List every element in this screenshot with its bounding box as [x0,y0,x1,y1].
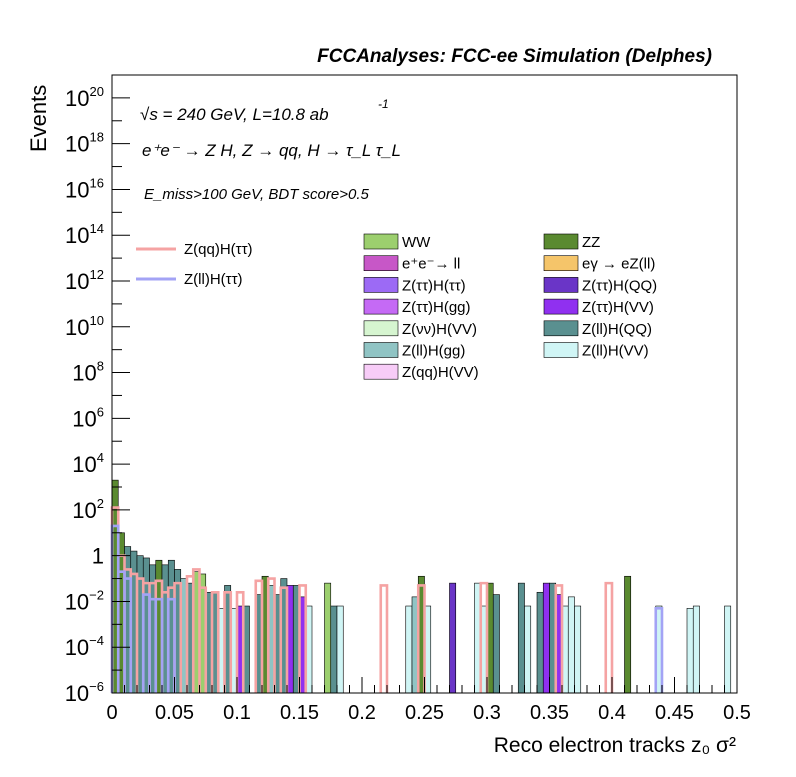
legend-swatch [363,363,399,380]
legend-label: Z(ll)H(VV) [582,343,649,360]
legend-label: Z(ll)H(gg) [402,343,465,360]
legend-label: WW [402,234,431,251]
legend-label: Z(ll)H(QQ) [582,321,652,338]
y-tick-label: 1012 [65,267,104,294]
x-tick-label: 0.2 [348,702,376,724]
legend-swatch [363,255,399,271]
histogram-bar [542,582,550,694]
x-tick-label: 0.5 [723,702,751,724]
legend-swatch [543,277,579,293]
y-tick-label: 1016 [65,175,104,202]
legend-swatch [363,233,399,250]
energy-annotation: √s = 240 GeV, L=10.8 ab [140,105,329,124]
legend-label: Z(qq)H(VV) [402,364,479,381]
cuts-annotation: E_miss>100 GeV, BDT score>0.5 [144,186,369,203]
signal-line [110,506,614,693]
legend-swatch [543,298,579,315]
process-annotation: e⁺e⁻ → Z H, Z → qq, H → τ_L τ_L [142,141,401,160]
x-axis-label: Reco electron tracks z₀ σ² [494,734,736,757]
y-tick-label: 10−2 [65,587,104,614]
y-tick-label: 10−4 [65,633,104,660]
background-legend: WW ZZ e⁺e⁻→ ll eγ → eZ(ll) Z(ττ)H(ττ) Z(ττ)H(… [363,233,657,381]
legend-label: Z(ττ)H(ττ) [402,277,466,294]
legend-swatch [363,342,399,358]
x-tick-label: 0 [106,702,117,724]
signal-histograms [110,506,664,693]
legend-swatch [543,233,579,250]
x-tick-label: 0.25 [405,702,444,724]
legend-label: Z(ll)H(ττ) [184,271,243,288]
y-tick-label: 1020 [65,84,104,111]
histogram-bar [492,594,500,694]
legend-swatch [543,255,579,271]
x-tick-label: 0.4 [598,702,626,724]
legend-swatch [363,298,399,315]
histogram-bar [574,605,582,694]
x-tick-label: 0.1 [223,702,251,724]
y-tick-label: 1014 [65,221,104,248]
legend-label: Z(ττ)H(QQ) [582,277,657,294]
legend-label: eγ → eZ(ll) [582,256,655,273]
histogram-bar [686,608,694,694]
legend-label: Z(qq)H(ττ) [184,241,253,258]
legend-label: Z(ττ)H(VV) [582,299,654,316]
legend-label: Z(ττ)H(gg) [402,299,471,316]
x-tick-label: 0.15 [280,702,319,724]
histogram-bar [330,605,338,694]
histogram-bar [624,575,632,694]
legend-label: e⁺e⁻→ ll [402,256,460,273]
y-tick-label: 106 [72,404,104,431]
legend-swatch [543,342,579,358]
histogram-bar [567,596,575,694]
histogram-bar [524,605,532,694]
y-tick-label: 102 [72,496,104,523]
y-tick-label: 10−6 [65,679,104,706]
chart-title: FCCAnalyses: FCC-ee Simulation (Delphes) [317,46,712,67]
histogram-bar [536,591,544,694]
histogram-bar [517,582,525,694]
annotation-block: √s = 240 GeV, L=10.8 ab -1 e⁺e⁻ → Z H, Z… [140,97,401,203]
histogram-bar [405,605,413,694]
signal-legend: Z(qq)H(ττ) Z(ll)H(ττ) [136,241,253,288]
histogram-bar [724,605,732,694]
y-tick-label: 1 [92,544,104,569]
x-axis-ticks: 0 0.05 0.1 0.15 0.2 0.25 0.3 0.35 0.4 0.45 0.5 [106,677,751,724]
y-tick-label: 1018 [65,130,104,157]
histogram-bar [449,582,457,694]
histogram-bar [324,582,332,694]
x-tick-label: 0.45 [655,702,694,724]
y-axis-label: Events [26,85,51,152]
legend-swatch [363,320,399,337]
legend-label: Z(νν)H(VV) [402,321,477,338]
y-tick-label: 104 [72,450,104,477]
histogram-bar [336,605,344,694]
histogram-bar [692,605,700,694]
x-tick-label: 0.05 [155,702,194,724]
legend-swatch [363,277,399,293]
x-tick-label: 0.35 [530,702,569,724]
y-tick-label: 1010 [65,313,104,340]
y-tick-label: 108 [72,359,104,386]
legend-swatch [543,320,579,337]
signal-line [110,524,664,693]
legend-label: ZZ [582,234,600,251]
x-tick-label: 0.3 [473,702,501,724]
y-axis-ticks: 10−6 10−4 10−2 1 102 104 106 108 1010 1012 1014 101… [65,74,130,706]
energy-exponent: -1 [378,97,389,111]
